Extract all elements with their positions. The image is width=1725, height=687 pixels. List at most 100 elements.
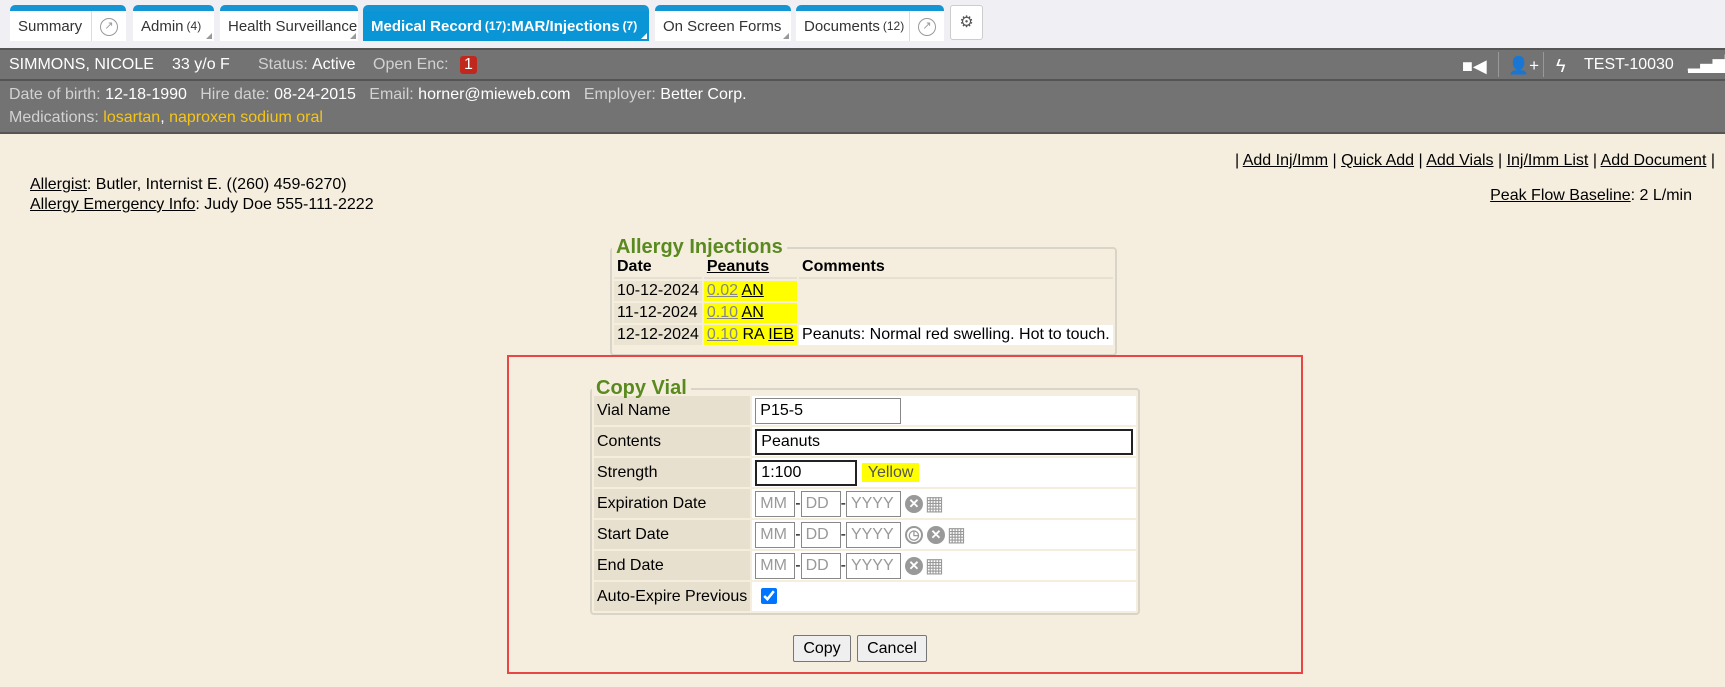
panel-title: Allergy Injections	[616, 236, 783, 258]
email-value: horner@mieweb.com	[418, 86, 571, 103]
tab-health-surveillance[interactable]: Health Surveillance	[220, 5, 358, 41]
patient-id: TEST-10030	[1584, 56, 1674, 73]
column-header-peanuts[interactable]: Peanuts	[706, 258, 770, 275]
row-comment	[799, 303, 1113, 323]
status-value: Active	[312, 56, 356, 73]
tab-label: Health Surveillance	[228, 17, 358, 35]
patient-age-sex: 33 y/o F	[172, 56, 230, 73]
calendar-icon[interactable]: ▦	[924, 555, 944, 577]
employer-value: Better Corp.	[660, 86, 747, 103]
open-external-icon[interactable]: ↗	[918, 18, 936, 36]
tab-label: On Screen Forms	[663, 17, 782, 35]
tab-label: Documents	[804, 17, 880, 35]
end-day-input[interactable]	[800, 552, 841, 579]
cancel-button[interactable]: Cancel	[857, 635, 927, 662]
peak-flow-value: : 2 L/min	[1630, 187, 1692, 204]
open-enc-badge[interactable]: 1	[460, 56, 477, 74]
tab-summary[interactable]: Summary ↗	[10, 5, 126, 41]
site-link[interactable]: AN	[741, 282, 764, 299]
chart-icon[interactable]: ▁▃▅▇	[1688, 55, 1725, 73]
site: RA	[742, 326, 764, 343]
dose-link[interactable]: 0.02	[706, 282, 738, 299]
strength-input[interactable]	[755, 459, 858, 486]
add-inj-imm-link[interactable]: Add Inj/Imm	[1242, 152, 1329, 169]
auto-expire-checkbox[interactable]	[761, 588, 778, 605]
settings-gear-icon[interactable]: ⚙	[950, 5, 983, 40]
clear-icon[interactable]: ✕	[904, 556, 923, 575]
end-year-input[interactable]	[845, 552, 901, 579]
start-month-input[interactable]	[755, 521, 796, 548]
field-label: Strength	[594, 458, 751, 487]
field-label: End Date	[594, 551, 751, 580]
calendar-icon[interactable]: ▦	[946, 524, 966, 546]
table-row: 10-12-2024 0.02 AN	[614, 281, 1113, 301]
inj-imm-list-link[interactable]: Inj/Imm List	[1506, 152, 1589, 169]
contents-input[interactable]	[755, 428, 1134, 455]
field-label: Start Date	[594, 520, 751, 549]
quick-add-link[interactable]: Quick Add	[1341, 152, 1415, 169]
video-icon[interactable]: ■◀	[1462, 56, 1487, 76]
table-row: 12-12-2024 0.10 RA IEB Peanuts: Normal red…	[614, 325, 1113, 345]
row-comment: Peanuts: Normal red swelling. Hot to tou…	[799, 325, 1113, 345]
dose-link[interactable]: 0.10	[706, 326, 738, 343]
patient-details: Date of birth: 12-18-1990 Hire date: 08-…	[0, 81, 1725, 134]
allergist-info: Allergist: Butler, Internist E. ((260) 4…	[30, 176, 347, 194]
by-link[interactable]: IEB	[768, 326, 795, 343]
medication-item[interactable]: naproxen sodium oral	[169, 109, 323, 126]
exp-year-input[interactable]	[845, 490, 901, 517]
tab-bar: Summary ↗ Admin (4) Health Surveillance Me…	[0, 0, 1725, 48]
panel-title: Copy Vial	[596, 377, 687, 399]
end-month-input[interactable]	[755, 552, 796, 579]
strength-color-badge: Yellow	[861, 462, 920, 482]
emergency-info-link[interactable]: Allergy Emergency Info	[30, 196, 196, 213]
tab-label: Admin	[141, 17, 184, 35]
tab-count: (12)	[882, 19, 905, 33]
start-year-input[interactable]	[845, 521, 901, 548]
action-links: | Add Inj/Imm | Quick Add | Add Vials | …	[1234, 152, 1715, 169]
row-comment	[799, 281, 1113, 301]
add-document-link[interactable]: Add Document	[1600, 152, 1707, 169]
column-header: Comments	[799, 257, 1113, 279]
medication-item[interactable]: losartan	[103, 109, 161, 126]
highlight-box	[507, 355, 1303, 674]
row-date: 10-12-2024	[614, 281, 702, 301]
peak-flow-link[interactable]: Peak Flow Baseline	[1490, 187, 1631, 204]
tab-label: Summary	[18, 17, 83, 35]
patient-header: SIMMONS, NICOLE 33 y/o F Status: Active …	[0, 48, 1725, 81]
tab-on-screen-forms[interactable]: On Screen Forms	[655, 5, 791, 41]
allergist-link[interactable]: Allergist	[30, 176, 87, 193]
add-vials-link[interactable]: Add Vials	[1426, 152, 1494, 169]
patient-name: SIMMONS, NICOLE	[9, 56, 154, 73]
copy-button[interactable]: Copy	[793, 635, 851, 662]
clear-icon[interactable]: ✕	[904, 494, 923, 513]
site-link[interactable]: AN	[741, 304, 764, 321]
tab-medical-record[interactable]: Medical Record (17):MAR/Injections (7)	[363, 5, 649, 41]
tab-admin[interactable]: Admin (4)	[133, 5, 214, 41]
open-external-icon[interactable]: ↗	[100, 18, 118, 36]
copy-vial-panel: Copy Vial Vial Name Contents Strength Ye…	[590, 377, 1141, 615]
add-user-icon[interactable]: 👤+	[1508, 56, 1540, 75]
calendar-icon[interactable]: ▦	[924, 493, 944, 515]
clock-icon[interactable]: ◷	[904, 525, 923, 544]
tab-label: Medical Record	[371, 17, 482, 35]
lightning-icon[interactable]: ϟ	[1556, 56, 1566, 76]
tab-count: (4)	[186, 19, 202, 33]
exp-day-input[interactable]	[800, 490, 841, 517]
emergency-info: Allergy Emergency Info: Judy Doe 555-111…	[30, 196, 374, 214]
start-day-input[interactable]	[800, 521, 841, 548]
table-row: 11-12-2024 0.10 AN	[614, 303, 1113, 323]
field-label: Expiration Date	[594, 489, 751, 518]
exp-month-input[interactable]	[755, 490, 796, 517]
open-enc-label: Open Enc:	[373, 56, 449, 73]
email-label: Email:	[369, 86, 414, 103]
vial-name-input[interactable]	[755, 397, 902, 424]
tab-documents[interactable]: Documents (12) ↗	[796, 5, 944, 41]
field-label: Auto-Expire Previous	[594, 582, 751, 611]
tab-count: (17)	[484, 19, 507, 33]
clear-icon[interactable]: ✕	[926, 525, 945, 544]
dose-link[interactable]: 0.10	[706, 304, 738, 321]
allergy-injections-panel: Allergy Injections Date Peanuts Comments 1…	[610, 236, 1117, 356]
copy-vial-form: Vial Name Contents Strength Yellow Expir…	[592, 394, 1138, 613]
row-date: 12-12-2024	[614, 325, 702, 345]
column-header: Date	[614, 257, 702, 279]
